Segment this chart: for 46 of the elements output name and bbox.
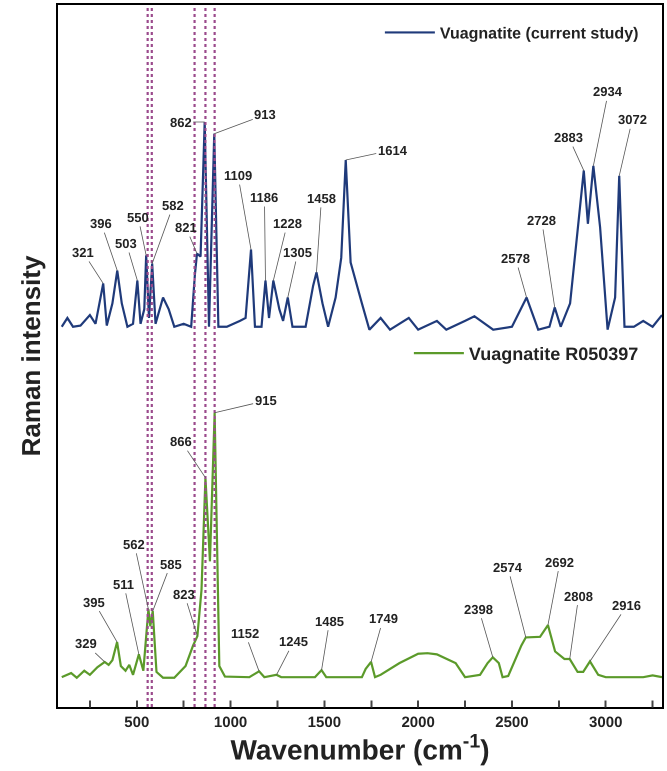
annotation: 3072 <box>618 112 647 127</box>
annotation: 582 <box>162 198 184 213</box>
annotation: 2574 <box>493 560 523 575</box>
x-tick-label: 2000 <box>401 714 435 731</box>
legend-label: Vuagnatite R050397 <box>468 344 638 364</box>
annotation: 913 <box>254 107 276 122</box>
annotation: 866 <box>170 434 192 449</box>
annotation: 823 <box>173 587 195 602</box>
annotation: 503 <box>115 236 137 251</box>
annotation: 1749 <box>369 611 398 626</box>
annotation: 2934 <box>593 84 623 99</box>
annotation: 1458 <box>307 191 336 206</box>
annotation: 550 <box>127 210 149 225</box>
annotation: 1485 <box>315 614 344 629</box>
annotation: 1614 <box>378 143 408 158</box>
annotation: 2578 <box>501 251 530 266</box>
y-axis-title: Raman intensity <box>16 255 46 456</box>
annotation: 2398 <box>464 602 493 617</box>
annotation: 1152 <box>231 626 260 641</box>
legend-label: Vuagnatite (current study) <box>440 26 638 43</box>
annotation: 1305 <box>283 245 312 260</box>
annotation: 2883 <box>554 130 583 145</box>
annotation: 2728 <box>527 213 556 228</box>
annotation: 1109 <box>224 168 252 183</box>
x-axis-title: Wavenumber (cm$^{-1}$) <box>230 730 490 766</box>
annotation: 821 <box>175 220 197 235</box>
annotation: 329 <box>75 636 97 651</box>
x-tick-label: 2500 <box>495 714 529 731</box>
annotation: 511 <box>113 577 134 592</box>
annotation: 915 <box>255 393 277 408</box>
x-tick-label: 500 <box>124 714 150 731</box>
annotation: 2808 <box>564 589 593 604</box>
x-tick-label: 3000 <box>589 714 622 731</box>
annotation: 562 <box>123 537 145 552</box>
annotation: 395 <box>83 595 105 610</box>
annotation: 1228 <box>273 216 302 231</box>
annotation: 1245 <box>279 634 308 649</box>
annotation: 2916 <box>612 598 641 613</box>
annotation: 321 <box>72 245 94 260</box>
x-tick-label: 1500 <box>308 714 342 731</box>
annotation: 862 <box>170 115 192 130</box>
annotation: 1186 <box>250 190 278 205</box>
annotation: 585 <box>160 557 182 572</box>
annotation: 396 <box>90 216 112 231</box>
annotation: 2692 <box>545 555 574 570</box>
x-tick-label: 1000 <box>214 714 248 731</box>
